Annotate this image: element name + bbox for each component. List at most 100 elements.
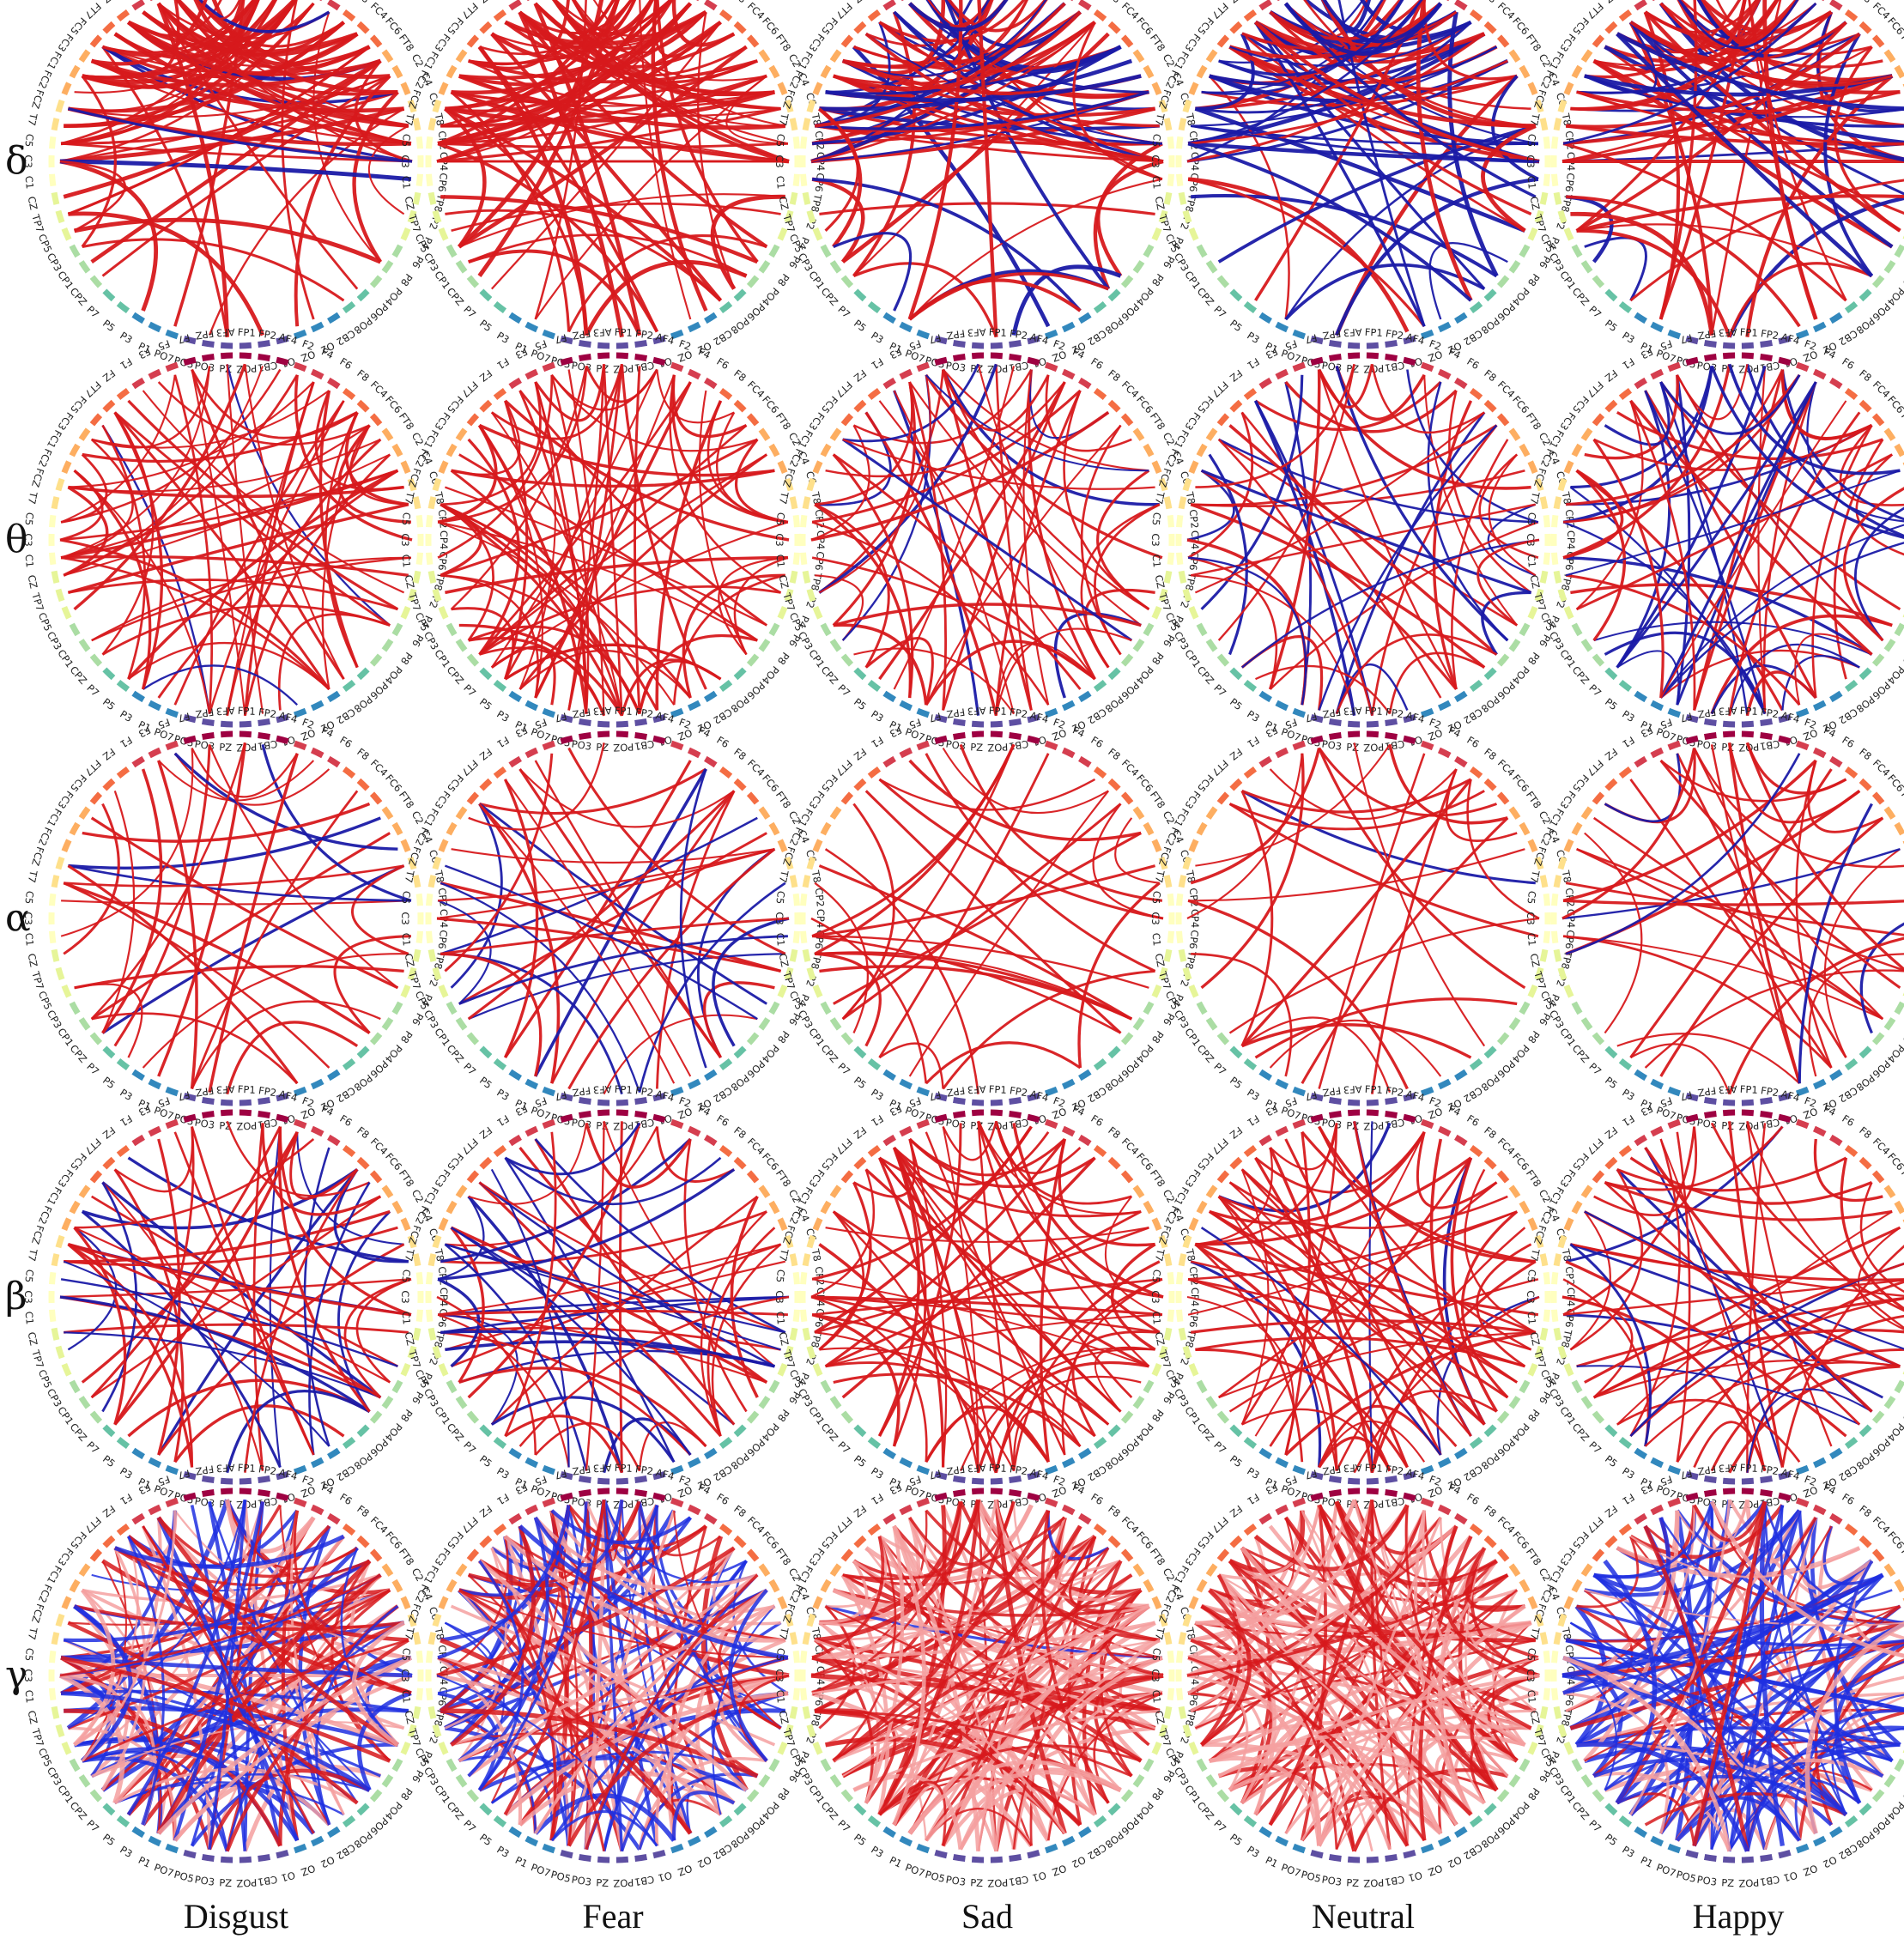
electrode-label: FC3 [55, 789, 76, 811]
electrode-segment [1454, 377, 1468, 390]
connection-chords [810, 1120, 1164, 1474]
connection-chord [812, 935, 1149, 989]
electrode-label: AF3 [1343, 326, 1361, 339]
electrode-segment [1061, 1504, 1076, 1516]
electrode-label: F5 [1283, 1094, 1299, 1110]
electrode-segment [508, 1069, 522, 1082]
connection-chord [67, 503, 409, 595]
connection-chord [818, 363, 998, 594]
electrode-label: OZ [1802, 1105, 1820, 1121]
electrode-segment [102, 667, 116, 681]
electrode-segment [1634, 1069, 1647, 1082]
electrode-label: F4 [696, 1102, 712, 1118]
connection-chord [683, 1138, 748, 1413]
electrode-label: CPZ [445, 1799, 467, 1822]
electrode-label: F3 [513, 1102, 530, 1118]
connection-chord [1187, 32, 1486, 146]
electrode-label: FP1 [989, 705, 1008, 718]
electrode-segment [49, 1688, 57, 1701]
electrode-segment [131, 755, 145, 768]
electrode-label: P8 [775, 1028, 792, 1045]
electrode-label: CPZ [819, 664, 841, 687]
electrode-segment [412, 1253, 421, 1267]
electrode-label: P7 [1211, 1439, 1228, 1456]
electrode-segment [412, 570, 421, 584]
electrode-label: P8 [1525, 1785, 1543, 1803]
electrode-segment [1385, 339, 1398, 348]
electrode-label: FC1 [421, 428, 441, 451]
electrode-segment [69, 443, 81, 457]
electrode-label: P4 [796, 1749, 811, 1766]
electrode-label: C2 [1161, 1187, 1178, 1204]
electrode-label: CB2 [334, 1463, 357, 1483]
electrode-label: P5 [1228, 1831, 1245, 1848]
connection-chord [197, 0, 330, 33]
electrode-label: AF3 [592, 705, 611, 718]
connection-chord [437, 1313, 570, 1468]
electrode-segment [1347, 1856, 1361, 1863]
electrode-label: FC2 [36, 447, 55, 470]
electrode-label: FC6 [1510, 394, 1531, 416]
electrode-label: F2 [677, 337, 693, 353]
electrode-label: P6 [786, 254, 803, 270]
connection-chord [995, 642, 1096, 716]
electrode-segment [432, 477, 442, 492]
connection-chord [1422, 1510, 1526, 1747]
electrode-label: FC6 [1510, 15, 1531, 38]
electrode-label: FP1 [238, 1083, 257, 1096]
connection-chord [333, 935, 411, 1034]
electrode-segment [1143, 1758, 1155, 1772]
electrode-segment [670, 361, 684, 373]
connection-chord [1582, 1510, 1680, 1763]
connection-chord [437, 1505, 571, 1660]
connection-chord [1092, 803, 1164, 920]
electrode-label: F6 [1464, 355, 1481, 372]
electrode-segment [102, 1156, 116, 1170]
electrode-segment [853, 667, 867, 681]
electrode-segment [89, 1410, 103, 1424]
electrode-segment [369, 1548, 383, 1562]
electrode-label: C5 [1525, 1269, 1537, 1283]
electrode-label: C3 [1149, 533, 1161, 546]
electrode-label: F3 [513, 345, 530, 361]
electrode-segment [438, 839, 449, 852]
connection-chord [518, 1295, 790, 1447]
electrode-segment [1563, 839, 1574, 852]
connection-chord [1218, 1331, 1536, 1399]
electrode-segment [800, 173, 808, 187]
connection-chord [1318, 424, 1498, 711]
connection-chord [1629, 21, 1847, 63]
electrode-label: F2 [1052, 1094, 1067, 1110]
electrode-segment [1760, 732, 1774, 741]
electrode-segment [1093, 679, 1107, 693]
connection-chord [1186, 753, 1303, 919]
electrode-segment [1061, 1125, 1076, 1137]
electrode-label: P1 [1264, 340, 1280, 356]
electrode-label: CP3 [45, 629, 64, 651]
connection-chord [1745, 742, 1847, 795]
connection-chord [440, 503, 623, 717]
electrode-segment [1741, 1099, 1755, 1106]
connection-chord [977, 1120, 1133, 1399]
electrode-segment [78, 806, 91, 820]
electrode-segment [719, 1057, 733, 1071]
electrode-segment [426, 893, 434, 906]
connectivity-panel: FP1FP2AF4F2F4F6F8FC4FC6FT8C2C4C6T8CP2CP4… [1525, 1462, 1904, 1889]
electrode-segment [1158, 477, 1168, 492]
electrode-segment [1496, 413, 1510, 427]
connection-chord [157, 742, 247, 1077]
electrode-label: C3 [1149, 912, 1161, 924]
connection-chord [1834, 45, 1901, 233]
electrode-segment [1539, 875, 1549, 888]
electrode-segment [1703, 354, 1717, 362]
electrode-segment [116, 679, 130, 693]
connection-chord [1200, 753, 1305, 990]
electrode-label: P4 [1170, 1371, 1185, 1387]
electrode-segment [768, 443, 780, 457]
electrode-label: T8 [1183, 869, 1198, 884]
electrode-segment [806, 477, 816, 492]
electrode-label: FCZ [406, 845, 423, 868]
electrode-label: F4 [319, 724, 336, 740]
connection-chord [924, 1770, 1122, 1842]
electrode-label: FP2 [634, 1084, 654, 1099]
